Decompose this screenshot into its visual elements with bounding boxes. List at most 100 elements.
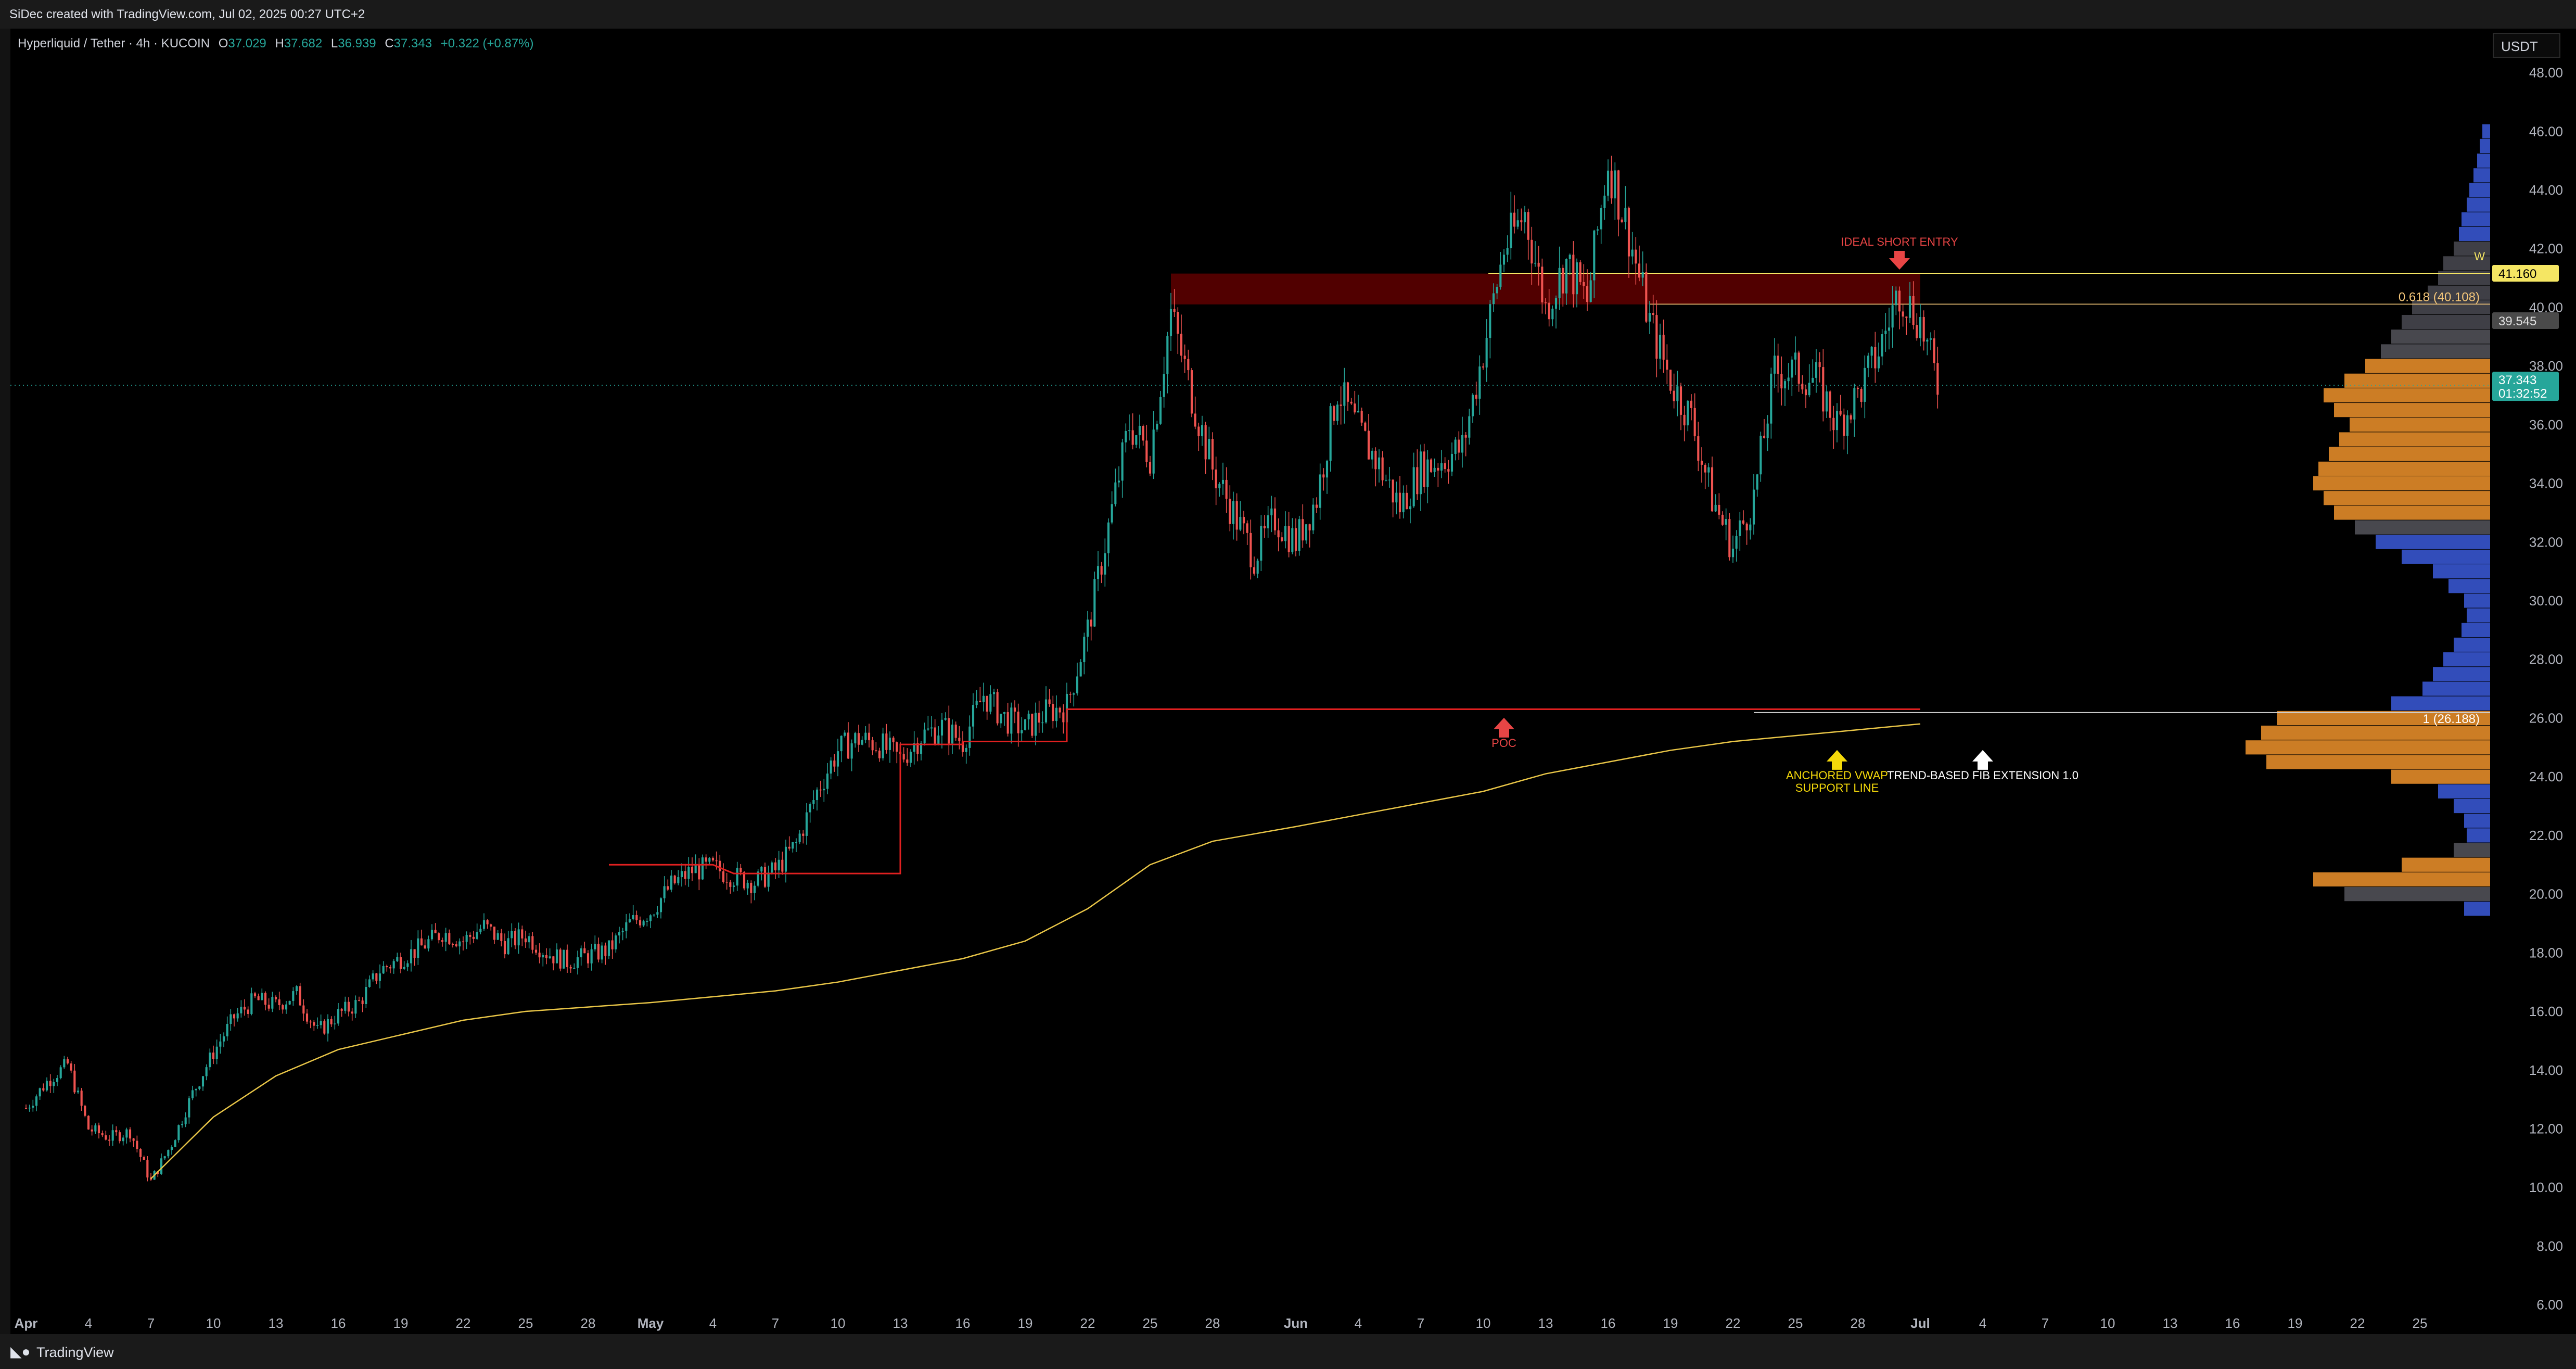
candle[interactable]	[1492, 283, 1495, 312]
candle[interactable]	[1693, 393, 1696, 441]
candle[interactable]	[97, 1122, 100, 1139]
candle[interactable]	[722, 863, 725, 884]
candle[interactable]	[1104, 538, 1106, 587]
candle[interactable]	[559, 947, 562, 972]
candle[interactable]	[1586, 269, 1589, 311]
candle[interactable]	[1839, 395, 1842, 416]
candle[interactable]	[469, 932, 471, 945]
candle[interactable]	[1322, 468, 1325, 491]
candle[interactable]	[1801, 375, 1804, 394]
candle[interactable]	[215, 1040, 218, 1064]
candle[interactable]	[472, 931, 475, 944]
candle[interactable]	[1194, 396, 1196, 429]
candle[interactable]	[798, 830, 801, 844]
candle[interactable]	[857, 725, 860, 752]
candle[interactable]	[1551, 305, 1554, 326]
candle[interactable]	[1461, 416, 1464, 468]
candle[interactable]	[35, 1094, 38, 1111]
candle[interactable]	[1666, 344, 1668, 385]
candle[interactable]	[934, 719, 936, 746]
candle[interactable]	[649, 914, 652, 929]
candle[interactable]	[1458, 431, 1460, 460]
candle[interactable]	[1531, 226, 1533, 285]
candle[interactable]	[576, 950, 579, 975]
candle[interactable]	[94, 1123, 97, 1134]
candle[interactable]	[1100, 562, 1103, 584]
candle[interactable]	[784, 840, 787, 883]
candle[interactable]	[882, 727, 884, 761]
candle[interactable]	[958, 726, 961, 750]
candle[interactable]	[1815, 349, 1818, 393]
candle[interactable]	[1419, 444, 1422, 511]
candle[interactable]	[1482, 363, 1485, 370]
candle[interactable]	[653, 914, 655, 917]
candle[interactable]	[708, 857, 711, 864]
candle[interactable]	[1343, 367, 1346, 424]
candle[interactable]	[212, 1045, 215, 1064]
candle[interactable]	[1159, 390, 1162, 425]
candle[interactable]	[39, 1087, 41, 1100]
candle[interactable]	[1471, 393, 1474, 423]
candle[interactable]	[1510, 192, 1512, 260]
candle[interactable]	[1554, 295, 1558, 329]
candle[interactable]	[1936, 347, 1939, 409]
candle[interactable]	[1794, 336, 1797, 375]
candle[interactable]	[1204, 422, 1207, 474]
candle[interactable]	[1218, 482, 1221, 497]
candle[interactable]	[1041, 711, 1044, 733]
candle[interactable]	[282, 1004, 284, 1014]
candle[interactable]	[1884, 313, 1887, 352]
candle[interactable]	[1215, 457, 1217, 505]
candle[interactable]	[1867, 352, 1870, 377]
candle[interactable]	[1638, 245, 1641, 282]
candle[interactable]	[1485, 319, 1488, 382]
candle[interactable]	[1777, 344, 1779, 393]
candle[interactable]	[1596, 226, 1599, 235]
candle[interactable]	[840, 735, 843, 763]
candle[interactable]	[1093, 572, 1096, 627]
candle[interactable]	[1430, 458, 1433, 473]
candle[interactable]	[1059, 706, 1061, 718]
candle[interactable]	[1208, 426, 1210, 460]
candle[interactable]	[1354, 390, 1356, 415]
candle[interactable]	[1371, 448, 1373, 469]
candle[interactable]	[792, 842, 794, 853]
candle[interactable]	[434, 923, 437, 934]
candle[interactable]	[354, 995, 357, 1018]
candle[interactable]	[635, 910, 638, 924]
candle[interactable]	[673, 874, 676, 885]
candle[interactable]	[951, 719, 954, 754]
currency-selector[interactable]: USDT	[2493, 33, 2560, 58]
candle[interactable]	[444, 928, 447, 952]
candle[interactable]	[1409, 498, 1412, 524]
candle[interactable]	[1749, 518, 1752, 540]
candle[interactable]	[375, 973, 378, 984]
candle[interactable]	[563, 949, 565, 969]
candle[interactable]	[240, 1000, 243, 1018]
candle[interactable]	[937, 726, 940, 745]
candle[interactable]	[1489, 299, 1491, 359]
candle[interactable]	[1902, 305, 1904, 327]
candle[interactable]	[1440, 450, 1443, 478]
candle[interactable]	[1024, 719, 1027, 731]
candle[interactable]	[809, 802, 811, 823]
candle[interactable]	[1302, 504, 1304, 548]
candle[interactable]	[1888, 308, 1891, 350]
candle[interactable]	[1908, 282, 1911, 323]
candle[interactable]	[1145, 425, 1148, 467]
candle[interactable]	[680, 863, 683, 887]
candle[interactable]	[1312, 498, 1315, 535]
candle[interactable]	[833, 754, 836, 772]
candle[interactable]	[386, 965, 388, 972]
candle[interactable]	[1864, 355, 1866, 419]
candle[interactable]	[1169, 293, 1172, 351]
candle[interactable]	[1374, 447, 1377, 487]
candle[interactable]	[1756, 474, 1758, 497]
candle[interactable]	[1534, 241, 1537, 267]
candle[interactable]	[1305, 524, 1308, 544]
candle[interactable]	[1690, 394, 1693, 421]
candle[interactable]	[819, 780, 822, 797]
candle[interactable]	[274, 995, 277, 1003]
candle[interactable]	[954, 721, 957, 741]
candle[interactable]	[1437, 463, 1439, 488]
